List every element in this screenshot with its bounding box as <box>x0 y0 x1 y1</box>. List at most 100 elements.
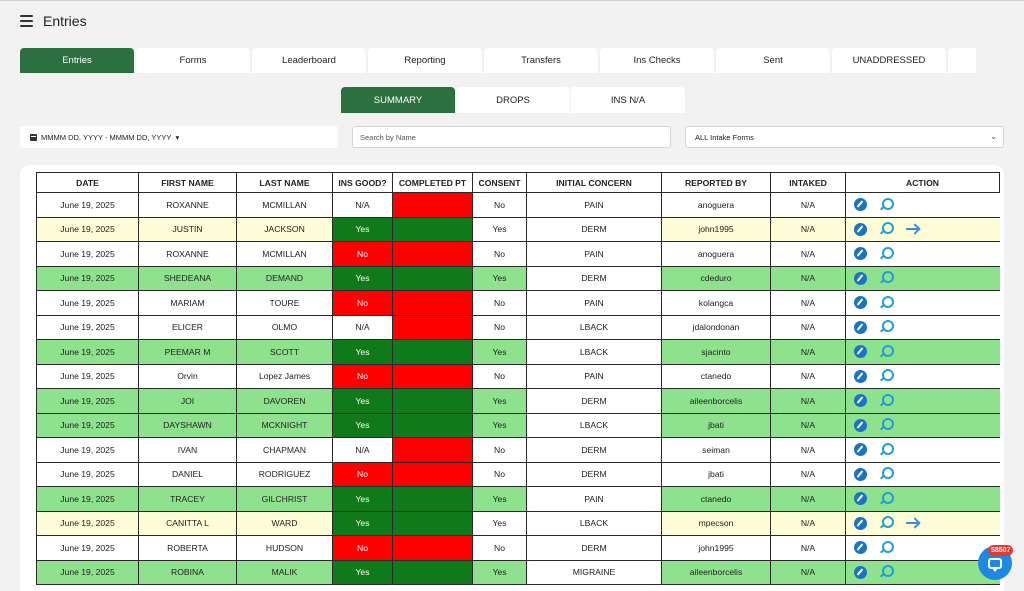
reported-by-cell: jdalondonan <box>661 314 771 340</box>
last-name-cell: MALIK <box>236 559 333 585</box>
table-row: June 19, 2025 Orvin Lopez James No No PAIN cta… <box>36 363 1000 389</box>
tab-forms[interactable]: Forms <box>136 48 250 73</box>
filter-bar: MMMM DD, YYYY - MMMM DD, YYYY ▾ ALL Inta… <box>20 126 1004 149</box>
edit-icon[interactable] <box>854 516 867 530</box>
edit-icon[interactable] <box>854 369 867 383</box>
initial-concern-cell: DERM <box>526 535 662 561</box>
edit-icon[interactable] <box>854 320 867 334</box>
intaked-cell: N/A <box>770 388 846 414</box>
tab-missi[interactable]: Missi <box>948 48 976 73</box>
consent-cell: No <box>472 535 527 561</box>
intaked-cell: N/A <box>770 265 846 291</box>
ins-good-cell: No <box>332 241 393 267</box>
view-details-icon[interactable] <box>879 344 894 359</box>
tab-ins-checks[interactable]: Ins Checks <box>600 48 714 73</box>
initial-concern-cell: DERM <box>526 461 662 487</box>
table-row: June 19, 2025 ROBERTA HUDSON No No DERM john19… <box>36 535 1000 561</box>
completed-pt-cell <box>392 559 473 585</box>
date-range-label: MMMM DD, YYYY - MMMM DD, YYYY <box>41 132 172 142</box>
reported-by-cell: ctanedo <box>661 363 771 389</box>
edit-icon[interactable] <box>854 296 867 310</box>
completed-pt-cell <box>392 339 473 365</box>
edit-icon[interactable] <box>854 418 867 432</box>
intaked-cell: N/A <box>770 412 846 438</box>
tab-entries[interactable]: Entries <box>20 48 134 73</box>
intake-forms-select[interactable]: ALL Intake Forms ⌄ <box>685 126 1004 148</box>
view-details-icon[interactable] <box>879 369 894 383</box>
first-name-cell: MARIAM <box>138 290 237 316</box>
intaked-cell: N/A <box>770 363 846 389</box>
ins-good-cell: No <box>332 461 393 487</box>
first-name-cell: TRACEY <box>138 486 237 512</box>
ins-good-cell: Yes <box>332 412 393 438</box>
reported-by-cell: aileenborcelis <box>661 388 771 414</box>
view-details-icon[interactable] <box>879 197 894 212</box>
tab-sent[interactable]: Sent <box>716 48 830 73</box>
tab-reporting[interactable]: Reporting <box>368 48 482 73</box>
initial-concern-cell: LBACK <box>526 339 662 365</box>
edit-icon[interactable] <box>854 271 867 285</box>
ins-good-cell: Yes <box>332 388 393 414</box>
search-by-name-input[interactable] <box>352 126 671 148</box>
subtab-ins-n-a[interactable]: INS N/A <box>571 87 685 113</box>
edit-icon[interactable] <box>854 443 867 457</box>
edit-icon[interactable] <box>854 247 867 261</box>
action-cell <box>845 339 1000 365</box>
first-name-cell: Orvin <box>138 363 237 389</box>
date-range-picker[interactable]: MMMM DD, YYYY - MMMM DD, YYYY ▾ <box>20 126 338 148</box>
transfer-arrow-icon[interactable] <box>905 517 921 529</box>
view-details-icon[interactable] <box>879 246 894 261</box>
last-name-cell: OLMO <box>236 314 333 340</box>
view-details-icon[interactable] <box>879 491 894 506</box>
table-row: June 19, 2025 JUSTIN JACKSON Yes Yes DERM john… <box>36 216 1000 242</box>
last-name-cell: WARD <box>236 510 333 536</box>
initial-concern-cell: PAIN <box>526 363 662 389</box>
edit-icon[interactable] <box>854 222 867 236</box>
action-cell <box>845 314 1000 340</box>
date-cell: June 19, 2025 <box>36 388 139 414</box>
edit-icon[interactable] <box>854 565 867 579</box>
ins-good-cell: No <box>332 290 393 316</box>
date-cell: June 19, 2025 <box>36 510 139 536</box>
consent-cell: Yes <box>472 412 527 438</box>
intaked-cell: N/A <box>770 437 846 463</box>
view-details-icon[interactable] <box>879 418 894 432</box>
view-details-icon[interactable] <box>879 540 894 555</box>
consent-cell: Yes <box>472 339 527 365</box>
ins-good-cell: N/A <box>332 314 393 340</box>
view-details-icon[interactable] <box>879 467 894 481</box>
view-details-icon[interactable] <box>879 442 894 457</box>
edit-icon[interactable] <box>854 541 867 555</box>
tab-unaddressed[interactable]: UNADDRESSED <box>832 48 946 73</box>
ins-good-cell: No <box>332 363 393 389</box>
last-name-cell: TOURE <box>236 290 333 316</box>
subtab-drops[interactable]: DROPS <box>456 87 570 113</box>
action-cell <box>845 437 1000 463</box>
edit-icon[interactable] <box>854 467 867 481</box>
table-row: June 19, 2025 JOI DAVOREN Yes Yes DERM aileenb… <box>36 388 1000 414</box>
view-details-icon[interactable] <box>879 271 894 285</box>
view-details-icon[interactable] <box>879 320 894 334</box>
transfer-arrow-icon[interactable] <box>905 223 921 235</box>
chat-icon <box>988 557 1002 572</box>
action-cell <box>845 510 1000 536</box>
view-details-icon[interactable] <box>879 393 894 408</box>
date-cell: June 19, 2025 <box>36 216 139 242</box>
completed-pt-cell <box>392 314 473 340</box>
column-header: ACTION <box>845 172 1000 193</box>
view-details-icon[interactable] <box>879 295 894 310</box>
edit-icon[interactable] <box>854 394 867 408</box>
view-details-icon[interactable] <box>879 565 894 579</box>
subtab-summary[interactable]: SUMMARY <box>341 87 455 113</box>
menu-icon[interactable] <box>20 14 33 27</box>
initial-concern-cell: PAIN <box>526 241 662 267</box>
edit-icon[interactable] <box>854 198 867 212</box>
intaked-cell: N/A <box>770 192 846 218</box>
edit-icon[interactable] <box>854 345 867 359</box>
tab-leaderboard[interactable]: Leaderboard <box>252 48 366 73</box>
date-cell: June 19, 2025 <box>36 241 139 267</box>
tab-transfers[interactable]: Transfers <box>484 48 598 73</box>
view-details-icon[interactable] <box>879 516 894 530</box>
view-details-icon[interactable] <box>879 222 894 236</box>
edit-icon[interactable] <box>854 492 867 506</box>
